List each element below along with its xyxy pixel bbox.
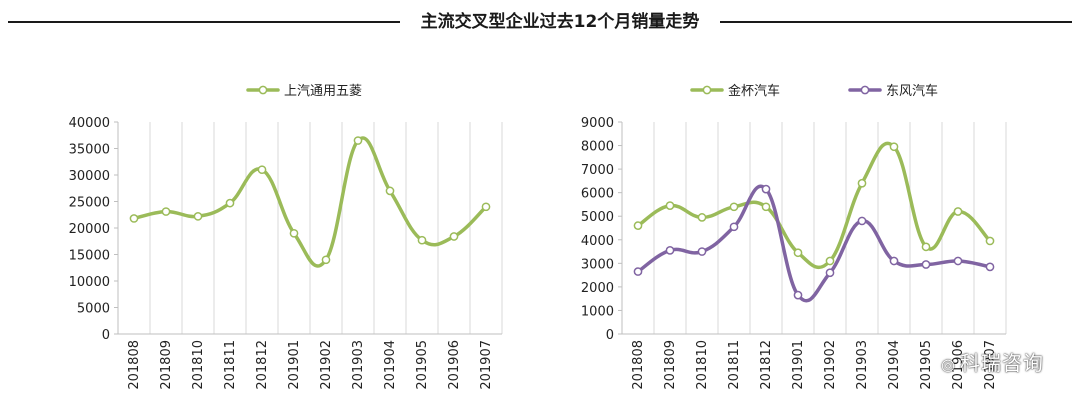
y-tick-label: 9000 <box>581 116 614 131</box>
data-point <box>665 201 675 210</box>
y-tick-label: 5000 <box>77 302 110 317</box>
x-tick-label: 201901 <box>287 340 302 390</box>
x-tick-label: 201905 <box>919 340 934 390</box>
y-tick-label: 20000 <box>69 222 110 237</box>
y-tick-label: 30000 <box>69 169 110 184</box>
x-tick-label: 201903 <box>855 340 870 390</box>
data-point <box>921 242 931 252</box>
y-tick-label: 4000 <box>581 234 614 249</box>
data-point <box>825 268 835 278</box>
y-tick-label: 35000 <box>69 143 110 158</box>
data-point <box>481 202 491 212</box>
y-tick-label: 0 <box>606 328 614 343</box>
legend-swatch-marker <box>702 85 712 95</box>
x-tick-label: 201904 <box>383 340 398 390</box>
data-point <box>449 232 459 241</box>
x-tick-label: 201907 <box>983 340 998 390</box>
data-point <box>889 256 899 266</box>
data-point <box>889 142 899 152</box>
data-point <box>353 136 363 145</box>
data-point <box>985 236 995 246</box>
data-point <box>697 213 707 222</box>
legend-label: 东风汽车 <box>886 83 938 99</box>
data-point <box>417 235 427 245</box>
data-point <box>257 165 267 175</box>
data-point <box>129 214 139 223</box>
y-tick-label: 40000 <box>69 116 110 131</box>
y-tick-label: 3000 <box>581 257 614 272</box>
data-point <box>921 260 931 269</box>
x-tick-label: 201811 <box>223 340 238 390</box>
y-tick-label: 15000 <box>69 249 110 264</box>
x-tick-label: 201808 <box>127 340 142 390</box>
legend-swatch-marker <box>860 85 870 95</box>
data-point <box>225 198 235 208</box>
y-tick-label: 0 <box>102 328 110 343</box>
data-point <box>321 255 331 265</box>
data-point <box>953 256 963 266</box>
x-tick-label: 201810 <box>191 340 206 390</box>
x-tick-label: 201901 <box>791 340 806 390</box>
data-point <box>385 186 395 196</box>
data-point <box>289 228 299 238</box>
x-tick-label: 201903 <box>351 340 366 390</box>
x-tick-label: 201808 <box>631 340 646 390</box>
data-point <box>857 178 867 188</box>
data-point <box>665 246 675 255</box>
data-point <box>193 211 203 221</box>
x-tick-label: 201902 <box>319 340 334 390</box>
data-point <box>793 248 803 258</box>
header-rule-left <box>8 21 400 23</box>
data-point <box>761 202 771 212</box>
data-point <box>761 184 771 194</box>
x-tick-label: 201905 <box>415 340 430 390</box>
x-tick-label: 201809 <box>663 340 678 390</box>
y-tick-label: 6000 <box>581 187 614 202</box>
x-tick-label: 201907 <box>479 340 494 390</box>
x-tick-label: 201812 <box>759 340 774 390</box>
legend-swatch-marker <box>258 85 268 95</box>
page-title: 主流交叉型企业过去12个月销量走势 <box>420 12 700 32</box>
data-point <box>857 216 867 226</box>
legend-label: 上汽通用五菱 <box>284 84 362 99</box>
y-tick-label: 1000 <box>581 304 614 319</box>
x-tick-label: 201809 <box>159 340 174 390</box>
chart-2: 0 1000 2000 3000 4000 5000 6000 7000 8000 9000 201… <box>581 83 1007 390</box>
data-point <box>633 221 643 230</box>
data-point <box>633 267 643 276</box>
watermark-brand: ◎ 科瑞咨询 <box>941 347 1044 376</box>
data-point <box>825 256 835 266</box>
data-point <box>729 222 739 232</box>
wechat-icon: ◎ <box>941 355 956 374</box>
data-point <box>985 262 995 272</box>
data-point <box>953 207 963 216</box>
data-point <box>697 247 707 256</box>
y-tick-label: 10000 <box>69 275 110 290</box>
y-tick-label: 2000 <box>581 281 614 296</box>
header-rule-right <box>720 21 1072 23</box>
x-tick-label: 201906 <box>951 340 966 390</box>
data-point <box>793 290 803 300</box>
data-point <box>729 202 739 212</box>
x-tick-label: 201810 <box>695 340 710 390</box>
x-tick-label: 201904 <box>887 340 902 390</box>
y-tick-label: 25000 <box>69 196 110 211</box>
x-tick-label: 201812 <box>255 340 270 390</box>
y-tick-label: 5000 <box>581 210 614 225</box>
x-tick-label: 201902 <box>823 340 838 390</box>
y-tick-label: 8000 <box>581 140 614 155</box>
x-tick-label: 201811 <box>727 340 742 390</box>
chart-1: 0 5000 10000 15000 20000 25000 30000 35000 40000… <box>69 84 503 390</box>
data-point <box>161 207 171 216</box>
legend-label: 金杯汽车 <box>728 83 780 99</box>
watermark-brand-text: 科瑞咨询 <box>960 351 1044 375</box>
x-tick-label: 201906 <box>447 340 462 390</box>
y-tick-label: 7000 <box>581 163 614 178</box>
